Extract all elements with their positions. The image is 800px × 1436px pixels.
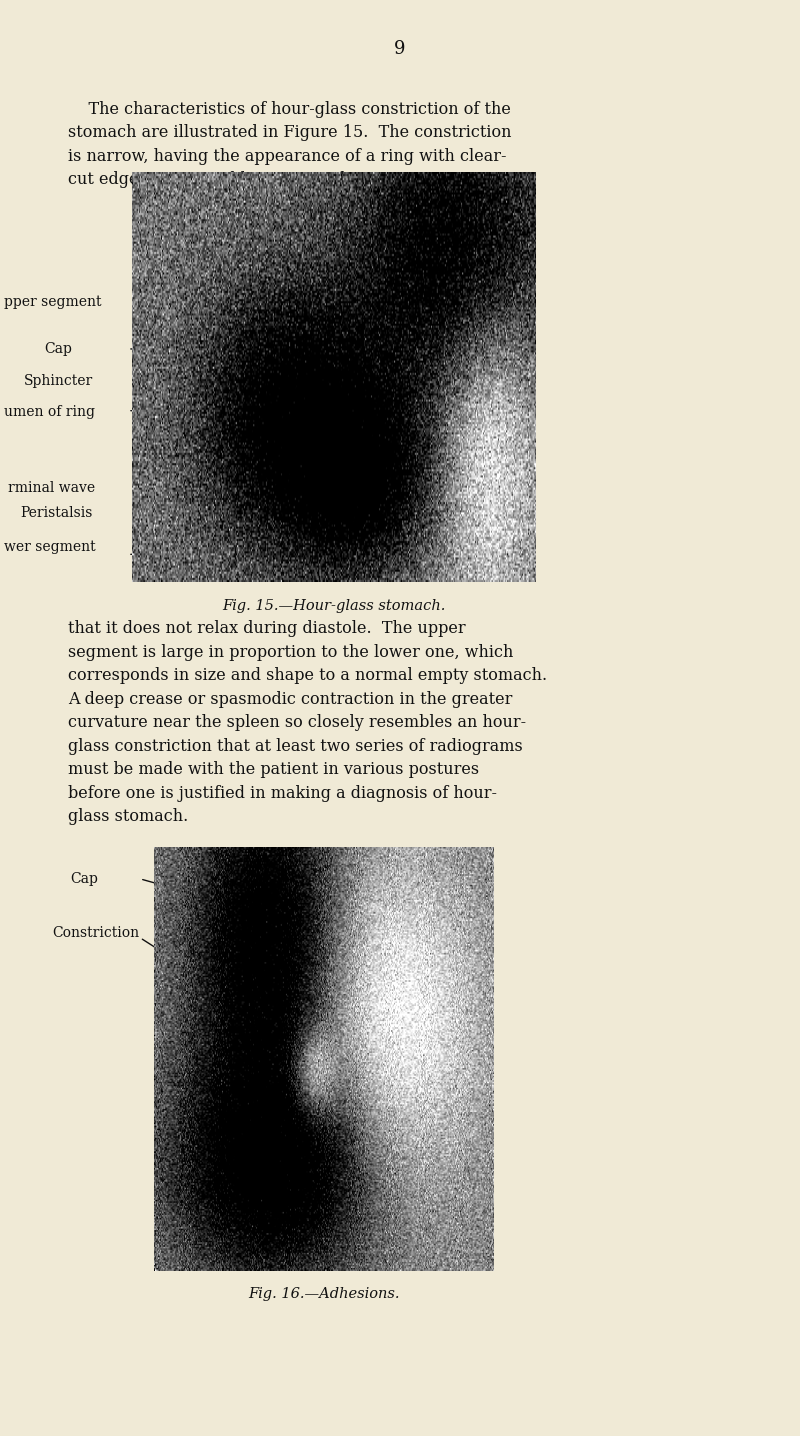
Text: wer segment: wer segment — [4, 540, 96, 554]
Text: Sphincter: Sphincter — [24, 373, 94, 388]
Text: pper segment: pper segment — [4, 294, 102, 309]
Text: Cap: Cap — [44, 342, 72, 356]
Text: Fig. 15.—Hour-glass stomach.: Fig. 15.—Hour-glass stomach. — [222, 599, 446, 613]
Text: umen of ring: umen of ring — [4, 405, 95, 419]
Text: The characteristics of hour-glass constriction of the
stomach are illustrated in: The characteristics of hour-glass constr… — [68, 101, 529, 188]
Text: that it does not relax during diastole.  The upper
segment is large in proportio: that it does not relax during diastole. … — [68, 620, 547, 826]
Text: Cap: Cap — [70, 872, 98, 886]
Text: 9: 9 — [394, 40, 406, 59]
Text: Constriction: Constriction — [52, 926, 139, 941]
Text: rminal wave: rminal wave — [8, 481, 95, 495]
Text: Peristalsis: Peristalsis — [20, 505, 92, 520]
Text: Fig. 16.—Adhesions.: Fig. 16.—Adhesions. — [248, 1287, 400, 1301]
